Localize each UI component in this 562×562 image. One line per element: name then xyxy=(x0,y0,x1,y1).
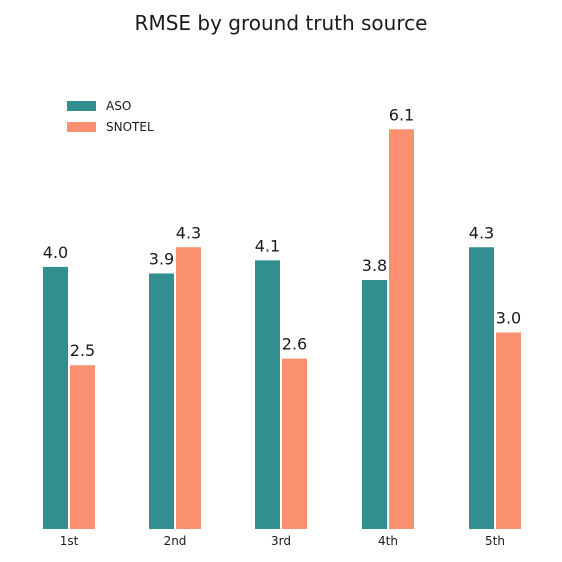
value-label-aso-1st: 4.0 xyxy=(43,243,68,262)
legend: ASO SNOTEL xyxy=(67,99,154,134)
value-labels-group: 4.02.53.94.34.12.63.86.14.33.0 xyxy=(43,105,521,360)
value-label-aso-5th: 4.3 xyxy=(469,223,494,242)
value-label-snotel-4th: 6.1 xyxy=(389,105,414,124)
bar-aso-4th xyxy=(362,280,387,529)
legend-label-snotel: SNOTEL xyxy=(106,120,154,134)
x-tick-label-5th: 5th xyxy=(485,534,505,548)
bar-aso-3rd xyxy=(255,260,280,529)
value-label-aso-2nd: 3.9 xyxy=(149,249,174,268)
value-label-snotel-2nd: 4.3 xyxy=(176,223,201,242)
value-label-aso-4th: 3.8 xyxy=(362,256,387,275)
value-label-aso-3rd: 4.1 xyxy=(255,236,280,255)
x-tick-label-4th: 4th xyxy=(378,534,398,548)
value-label-snotel-3rd: 2.6 xyxy=(282,335,307,354)
legend-swatch-snotel xyxy=(67,122,96,132)
bar-snotel-5th xyxy=(496,332,521,529)
x-tick-label-2nd: 2nd xyxy=(164,534,187,548)
bar-snotel-2nd xyxy=(176,247,201,530)
legend-swatch-aso xyxy=(67,101,96,111)
value-label-snotel-1st: 2.5 xyxy=(70,341,95,360)
bar-aso-1st xyxy=(43,266,68,529)
bar-snotel-3rd xyxy=(282,358,307,529)
bar-snotel-4th xyxy=(389,129,414,530)
bars-group xyxy=(43,129,521,530)
chart-title: RMSE by ground truth source xyxy=(135,11,428,35)
bar-snotel-1st xyxy=(70,365,95,529)
bar-aso-2nd xyxy=(149,273,174,529)
value-label-snotel-5th: 3.0 xyxy=(496,308,521,327)
legend-label-aso: ASO xyxy=(106,99,131,113)
x-axis-ticks: 1st 2nd 3rd 4th 5th xyxy=(60,534,505,548)
x-tick-label-1st: 1st xyxy=(60,534,79,548)
x-tick-label-3rd: 3rd xyxy=(271,534,291,548)
bar-aso-5th xyxy=(469,247,494,530)
